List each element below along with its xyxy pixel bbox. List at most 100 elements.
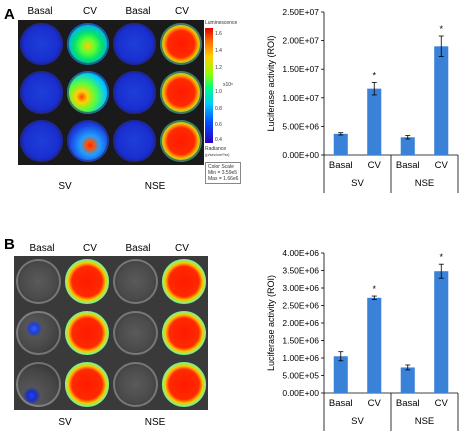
plate-well xyxy=(64,310,109,356)
column-label: Basal xyxy=(125,6,151,17)
plate-well xyxy=(113,259,158,304)
column-label: CV xyxy=(175,243,189,254)
y-tick-label: 4.00E+06 xyxy=(282,248,319,258)
category-label: Basal xyxy=(396,398,420,409)
y-tick-label: 1.50E+07 xyxy=(282,64,319,74)
plate-well xyxy=(20,119,63,163)
y-tick-label: 2.50E+07 xyxy=(282,7,319,17)
plate-well xyxy=(159,119,202,163)
bar xyxy=(434,46,449,155)
colorbar-unit-sub: (p/sec/cm²/sr) xyxy=(205,152,230,157)
category-label: CV xyxy=(435,160,449,171)
colorbar-tick: 1.6 xyxy=(215,31,222,37)
y-tick-label: 2.00E+07 xyxy=(282,36,319,46)
y-tick-label: 2.00E+06 xyxy=(282,318,319,328)
significance-marker: * xyxy=(439,24,443,34)
column-label: CV xyxy=(175,6,189,17)
y-tick-label: 5.00E+05 xyxy=(282,371,319,381)
bar xyxy=(367,297,382,393)
column-label: CV xyxy=(83,243,97,254)
group-label: NSE xyxy=(415,178,435,189)
group-label: SV xyxy=(351,178,364,189)
plate-well xyxy=(161,310,206,356)
plate-well xyxy=(64,259,109,304)
plate-well xyxy=(159,71,202,114)
plate-well xyxy=(20,71,63,114)
plate-well xyxy=(113,119,156,163)
y-tick-label: 1.00E+07 xyxy=(282,93,319,103)
bar xyxy=(400,137,415,155)
significance-marker: * xyxy=(372,70,376,80)
plate-well xyxy=(113,310,158,356)
luminescence-plate-image xyxy=(14,256,208,410)
group-label-nse: NSE xyxy=(144,181,166,192)
colorbar-unit: Radiance xyxy=(205,146,227,152)
column-label: Basal xyxy=(29,243,55,254)
y-axis-label: Luciferase activity (ROI) xyxy=(266,35,276,131)
group-label: NSE xyxy=(415,416,435,427)
column-label: CV xyxy=(83,6,97,17)
bar-chart: Luciferase activity (ROI) 0.00E+00 5.00E+0… xyxy=(266,7,459,193)
plate-well xyxy=(66,71,109,114)
y-axis-label: Luciferase activity (ROI) xyxy=(266,275,276,371)
y-tick-label: 1.50E+06 xyxy=(282,336,319,346)
y-tick-label: 2.50E+06 xyxy=(282,301,319,311)
bar xyxy=(434,271,449,393)
plate-well xyxy=(16,310,61,356)
category-label: Basal xyxy=(329,398,353,409)
colorbar-tick: 0.8 xyxy=(215,106,222,112)
y-tick-label: 0.00E+00 xyxy=(282,150,319,160)
panel-label: A xyxy=(4,6,15,23)
group-label-sv: SV xyxy=(58,181,72,192)
plate-well xyxy=(66,119,109,163)
group-label-sv: SV xyxy=(58,417,72,428)
plate-well xyxy=(20,22,63,66)
color-scale-min: Min = 3.59e5 xyxy=(208,170,238,176)
y-tick-label: 1.00E+06 xyxy=(282,353,319,363)
category-label: CV xyxy=(368,160,382,171)
colorbar-exponent: x10⁶ xyxy=(223,82,234,88)
color-scale-max: Max = 1.66e6 xyxy=(208,176,239,182)
colorbar-tick: 1.4 xyxy=(215,48,222,54)
group-label-nse: NSE xyxy=(144,417,166,428)
bar-chart: Luciferase activity (ROI) 0.00E+00 5.00E+0… xyxy=(266,248,459,431)
category-label: Basal xyxy=(396,160,420,171)
category-label: CV xyxy=(368,398,382,409)
color-scale-box: Color Scale Min = 3.59e5 Max = 1.66e6 xyxy=(205,162,242,184)
y-tick-label: 5.00E+06 xyxy=(282,121,319,131)
group-label: SV xyxy=(351,416,364,427)
plate-well xyxy=(16,259,61,304)
colorbar-tick: 0.4 xyxy=(215,137,222,143)
plate-well xyxy=(161,259,206,304)
color-scale-title: Color Scale xyxy=(208,164,234,170)
bar xyxy=(400,367,415,393)
luminescence-plate-image xyxy=(18,20,204,165)
significance-marker: * xyxy=(439,252,443,262)
bar xyxy=(333,133,348,155)
y-tick-label: 0.00E+00 xyxy=(282,388,319,398)
plate-well xyxy=(16,362,61,407)
significance-marker: * xyxy=(372,284,376,294)
plate-well xyxy=(113,362,158,407)
plate-well xyxy=(66,22,109,66)
colorbar-tick: 0.6 xyxy=(215,122,222,128)
colorbar-gradient xyxy=(205,28,213,143)
category-label: Basal xyxy=(329,160,353,171)
plate-well xyxy=(161,362,206,407)
plate-well xyxy=(113,71,156,114)
plate-well xyxy=(159,22,202,66)
y-tick-label: 3.50E+06 xyxy=(282,266,319,276)
colorbar: Luminescence 1.6 1.4 1.2 x10⁶ 1.0 0.8 0.… xyxy=(205,20,245,195)
column-label: Basal xyxy=(27,6,53,17)
bar xyxy=(367,88,382,155)
plate-well xyxy=(113,22,156,66)
category-label: CV xyxy=(435,398,449,409)
panel-label: B xyxy=(4,236,15,253)
bar xyxy=(333,356,348,393)
y-tick-label: 3.00E+06 xyxy=(282,283,319,293)
column-label: Basal xyxy=(125,243,151,254)
colorbar-tick: 1.0 xyxy=(215,89,222,95)
colorbar-title: Luminescence xyxy=(205,20,238,26)
colorbar-tick: 1.2 xyxy=(215,65,222,71)
plate-well xyxy=(64,362,109,407)
